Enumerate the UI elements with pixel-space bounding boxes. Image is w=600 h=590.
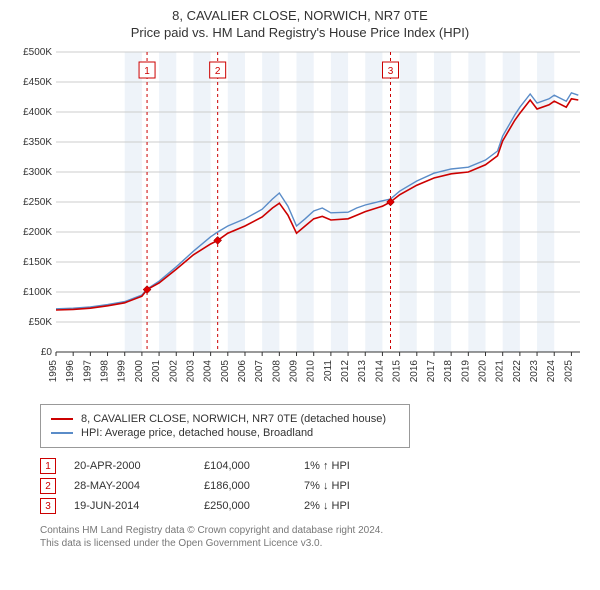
legend-swatch <box>51 418 73 420</box>
sale-row: 3 19-JUN-2014£250,0002% ↓ HPI <box>40 498 600 514</box>
svg-text:2024: 2024 <box>546 360 557 383</box>
svg-text:2013: 2013 <box>357 360 368 383</box>
svg-text:2018: 2018 <box>443 360 454 383</box>
svg-text:2010: 2010 <box>306 360 317 383</box>
svg-text:2015: 2015 <box>392 360 403 383</box>
svg-text:1995: 1995 <box>48 360 59 383</box>
chart-title-sub: Price paid vs. HM Land Registry's House … <box>0 23 600 46</box>
svg-text:2025: 2025 <box>563 360 574 383</box>
svg-text:2011: 2011 <box>323 360 334 382</box>
sale-delta: 7% ↓ HPI <box>304 480 404 492</box>
svg-text:2007: 2007 <box>254 360 265 383</box>
sale-badge: 1 <box>40 458 56 474</box>
svg-text:1998: 1998 <box>100 360 111 383</box>
sale-price: £104,000 <box>204 460 304 472</box>
svg-text:£0: £0 <box>41 347 53 358</box>
sale-row: 2 28-MAY-2004£186,0007% ↓ HPI <box>40 478 600 494</box>
svg-text:2009: 2009 <box>289 360 300 383</box>
footer-line-2: This data is licensed under the Open Gov… <box>40 537 600 550</box>
legend-item: 8, CAVALIER CLOSE, NORWICH, NR7 0TE (det… <box>51 413 399 425</box>
svg-text:£50K: £50K <box>29 317 53 328</box>
legend-label: 8, CAVALIER CLOSE, NORWICH, NR7 0TE (det… <box>81 413 386 425</box>
svg-text:2021: 2021 <box>495 360 506 383</box>
chart-title-main: 8, CAVALIER CLOSE, NORWICH, NR7 0TE <box>0 0 600 23</box>
svg-text:2005: 2005 <box>220 360 231 383</box>
svg-text:2014: 2014 <box>374 360 385 383</box>
svg-text:2: 2 <box>215 66 221 77</box>
sale-date: 20-APR-2000 <box>74 460 204 472</box>
svg-text:1: 1 <box>144 66 150 77</box>
svg-text:£400K: £400K <box>23 107 52 118</box>
sale-price: £186,000 <box>204 480 304 492</box>
svg-text:2003: 2003 <box>185 360 196 383</box>
legend-swatch <box>51 432 73 434</box>
svg-text:2004: 2004 <box>203 360 214 383</box>
svg-text:2001: 2001 <box>151 360 162 383</box>
svg-text:£350K: £350K <box>23 137 52 148</box>
sales-table: 1 20-APR-2000£104,0001% ↑ HPI 2 28-MAY-2004… <box>40 458 600 514</box>
svg-text:2006: 2006 <box>237 360 248 383</box>
chart-svg: £0 £50K £100K £150K £200K £250K £300K £350K £400… <box>10 46 590 396</box>
sale-delta: 1% ↑ HPI <box>304 460 404 472</box>
sale-row: 1 20-APR-2000£104,0001% ↑ HPI <box>40 458 600 474</box>
legend: 8, CAVALIER CLOSE, NORWICH, NR7 0TE (det… <box>40 404 410 448</box>
svg-text:2002: 2002 <box>168 360 179 383</box>
svg-text:2017: 2017 <box>426 360 437 383</box>
svg-text:1999: 1999 <box>117 360 128 383</box>
sale-badge: 2 <box>40 478 56 494</box>
svg-text:3: 3 <box>388 66 394 77</box>
svg-text:1997: 1997 <box>82 360 93 383</box>
svg-text:£150K: £150K <box>23 257 52 268</box>
svg-text:£100K: £100K <box>23 287 52 298</box>
svg-text:2008: 2008 <box>271 360 282 383</box>
sale-delta: 2% ↓ HPI <box>304 500 404 512</box>
footer-line-1: Contains HM Land Registry data © Crown c… <box>40 524 600 537</box>
svg-text:2019: 2019 <box>460 360 471 383</box>
svg-text:£250K: £250K <box>23 197 52 208</box>
svg-text:£200K: £200K <box>23 227 52 238</box>
footer-attribution: Contains HM Land Registry data © Crown c… <box>40 524 600 550</box>
legend-label: HPI: Average price, detached house, Broa… <box>81 427 313 439</box>
svg-text:1996: 1996 <box>65 360 76 383</box>
svg-text:2000: 2000 <box>134 360 145 383</box>
price-chart: £0 £50K £100K £150K £200K £250K £300K £350K £400… <box>10 46 590 396</box>
svg-text:2016: 2016 <box>409 360 420 383</box>
svg-text:£300K: £300K <box>23 167 52 178</box>
svg-text:£500K: £500K <box>23 47 52 58</box>
sale-date: 19-JUN-2014 <box>74 500 204 512</box>
sale-price: £250,000 <box>204 500 304 512</box>
svg-text:2012: 2012 <box>340 360 351 383</box>
svg-text:2022: 2022 <box>512 360 523 383</box>
sale-date: 28-MAY-2004 <box>74 480 204 492</box>
svg-text:2020: 2020 <box>478 360 489 383</box>
sale-badge: 3 <box>40 498 56 514</box>
svg-text:2023: 2023 <box>529 360 540 383</box>
svg-text:£450K: £450K <box>23 77 52 88</box>
legend-item: HPI: Average price, detached house, Broa… <box>51 427 399 439</box>
